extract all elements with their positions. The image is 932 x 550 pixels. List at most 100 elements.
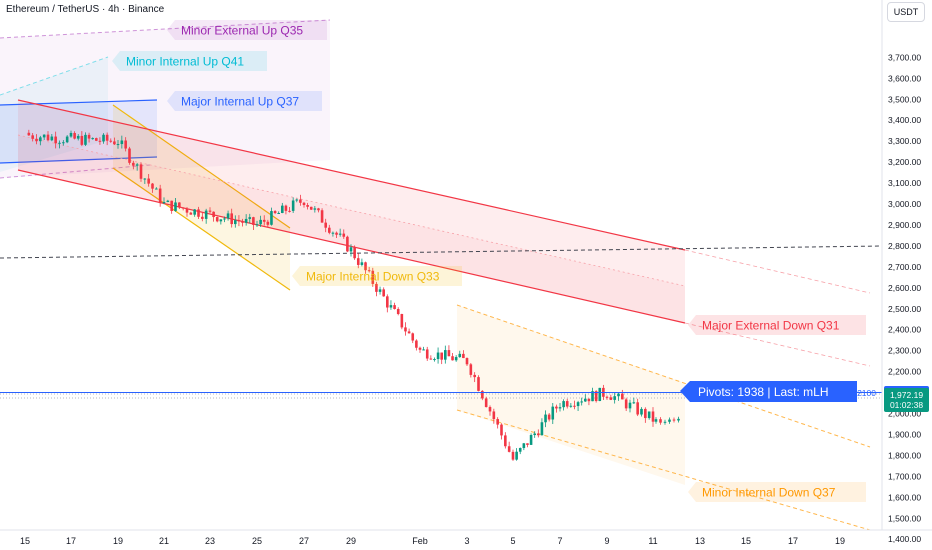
current-price-value: 1,972.19 bbox=[890, 390, 923, 400]
candle-body bbox=[469, 364, 473, 375]
time-tick-label: 7 bbox=[557, 536, 562, 546]
candle-body bbox=[429, 358, 433, 360]
major-internal-down-fill bbox=[113, 105, 290, 290]
currency-scale-button[interactable]: USDT bbox=[887, 2, 925, 22]
candle-body bbox=[288, 210, 291, 212]
candle-body bbox=[621, 393, 624, 400]
time-tick-label: 21 bbox=[159, 536, 169, 546]
candle-body bbox=[155, 188, 158, 190]
candle-body bbox=[230, 213, 233, 225]
candle-body bbox=[313, 208, 317, 210]
time-tick-label: 19 bbox=[835, 536, 845, 546]
major-internal-down-label-box bbox=[292, 266, 462, 286]
candle-body bbox=[663, 421, 667, 423]
major-external-down-label: Major External Down Q31 bbox=[688, 315, 866, 335]
candle-body bbox=[291, 200, 295, 211]
candle-body bbox=[135, 164, 139, 166]
pivots-badge: Pivots: 1938 | Last: mLH bbox=[680, 381, 857, 402]
price-tick-label: 3,300.00 bbox=[888, 136, 921, 146]
candle-body bbox=[647, 411, 651, 419]
candle-body bbox=[569, 405, 573, 407]
candle-body bbox=[62, 142, 65, 144]
candle-body bbox=[46, 134, 50, 141]
price-tick-label: 2,200.00 bbox=[888, 367, 921, 377]
pivots-badge-box bbox=[680, 381, 857, 402]
candle-body bbox=[540, 422, 544, 436]
candle-body bbox=[262, 219, 266, 222]
candle-body bbox=[562, 401, 565, 408]
candle-body bbox=[415, 340, 418, 348]
major-internal-up-lower-line bbox=[0, 156, 158, 164]
time-tick-label: 17 bbox=[788, 536, 798, 546]
candle-body bbox=[128, 148, 131, 163]
candle-body bbox=[477, 377, 480, 391]
candle-body bbox=[356, 258, 360, 265]
candle-body bbox=[400, 314, 404, 328]
candle-body bbox=[91, 138, 94, 140]
candle-body bbox=[371, 270, 375, 284]
candle-body bbox=[375, 283, 378, 292]
minor-external-up-label-box bbox=[167, 20, 327, 40]
pivots-badge-text: Pivots: 1938 | Last: mLH bbox=[698, 385, 829, 399]
candle-body bbox=[565, 401, 569, 407]
candle-body bbox=[672, 419, 676, 421]
candle-body bbox=[266, 221, 270, 225]
candle-body bbox=[511, 451, 515, 460]
candle-body bbox=[147, 178, 150, 184]
candle-body bbox=[507, 446, 511, 452]
candle-body bbox=[533, 433, 536, 436]
symbol-title: Ethereum / TetherUS · 4h · Binance bbox=[6, 4, 165, 15]
price-tick-label: 2,500.00 bbox=[888, 304, 921, 314]
candle-body bbox=[84, 134, 87, 145]
candle-body bbox=[270, 211, 273, 225]
candle-body bbox=[252, 217, 255, 225]
time-tick-label: 23 bbox=[205, 536, 215, 546]
candle-body bbox=[425, 349, 429, 359]
candle-body bbox=[644, 408, 647, 419]
candle-body bbox=[659, 419, 662, 423]
candle-body bbox=[346, 236, 349, 252]
price-tick-label: 2,400.00 bbox=[888, 325, 921, 335]
candle-body bbox=[139, 164, 143, 179]
candle-body bbox=[338, 233, 342, 235]
major-internal-up-label-box bbox=[167, 91, 322, 111]
candle-body bbox=[295, 199, 299, 201]
candle-body bbox=[331, 232, 335, 234]
price-tick-label: 3,100.00 bbox=[888, 178, 921, 188]
candle-body bbox=[537, 433, 540, 436]
candle-body bbox=[386, 296, 389, 308]
major-external-down-upper-projection bbox=[684, 249, 871, 294]
minor-internal-down-label-text: Minor Internal Down Q37 bbox=[702, 486, 836, 500]
price-tick-label: 1,700.00 bbox=[888, 471, 921, 481]
candle-body bbox=[526, 443, 529, 445]
minor-internal-down-label-box bbox=[688, 482, 866, 502]
candle-body bbox=[617, 393, 620, 397]
candle-body bbox=[654, 419, 658, 422]
candle-body bbox=[116, 144, 120, 146]
candle-body bbox=[335, 232, 338, 235]
price-tick-label: 3,200.00 bbox=[888, 157, 921, 167]
price-tick-label: 3,400.00 bbox=[888, 115, 921, 125]
candle-body bbox=[418, 347, 422, 350]
candle-body bbox=[598, 387, 602, 402]
candle-body bbox=[500, 424, 503, 436]
candle-body bbox=[143, 178, 147, 180]
time-tick-label: 5 bbox=[510, 536, 515, 546]
candle-body bbox=[440, 352, 443, 360]
candle-body bbox=[299, 199, 302, 203]
candle-body bbox=[628, 402, 632, 409]
candle-body bbox=[364, 262, 367, 271]
price-tick-label: 3,500.00 bbox=[888, 94, 921, 104]
minor-internal-down-fill bbox=[457, 305, 685, 485]
time-axis: 15 17 19 21 23 25 27 29 Feb 3 5 7 9 11 13 15 17 19 bbox=[0, 529, 932, 546]
candle-body bbox=[360, 262, 364, 265]
candle-body bbox=[237, 220, 241, 222]
candle-body bbox=[447, 350, 451, 357]
candle-body bbox=[65, 136, 69, 143]
price-tick-label: 2,000.00 bbox=[888, 409, 921, 419]
candle-body bbox=[255, 224, 259, 226]
candle-body bbox=[215, 217, 219, 222]
candle-body bbox=[273, 211, 277, 214]
